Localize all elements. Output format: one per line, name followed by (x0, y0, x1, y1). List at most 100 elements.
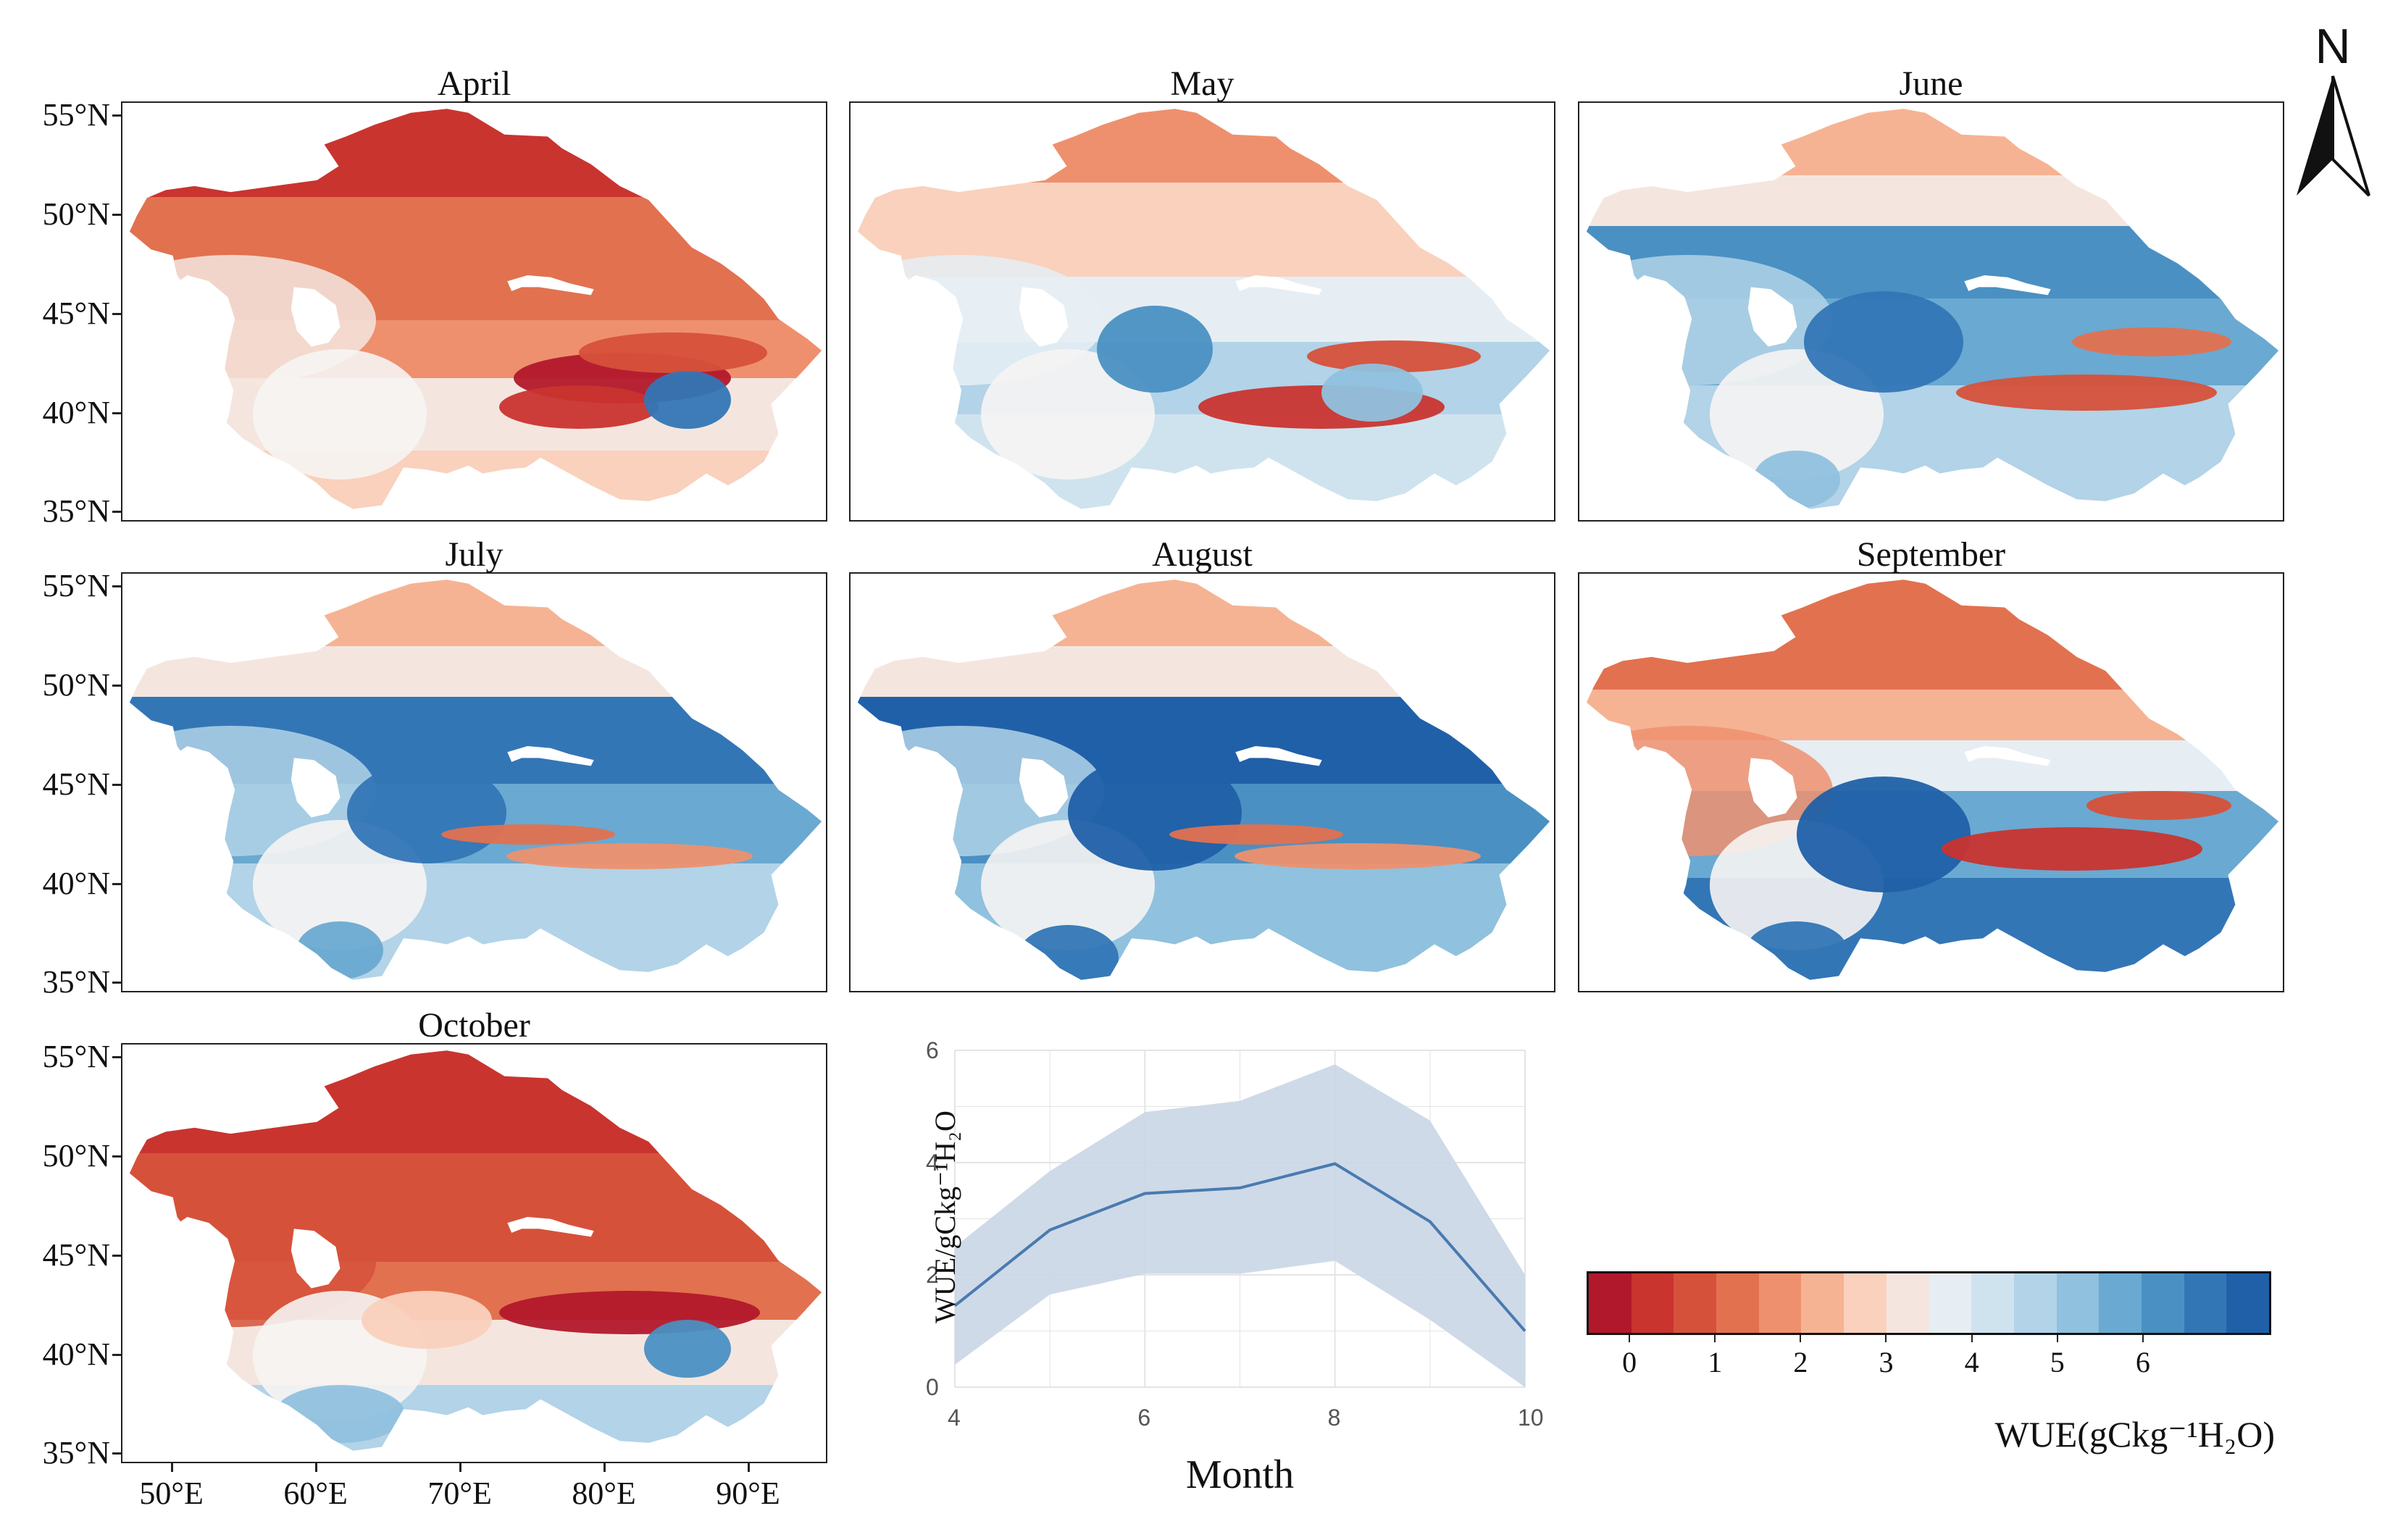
longitude-tick (314, 1463, 317, 1472)
colorbar-tick-label: 5 (2050, 1346, 2065, 1378)
latitude-tick (112, 1452, 121, 1455)
latitude-label: 45°N (42, 295, 110, 331)
x-tick-label: 6 (1137, 1405, 1151, 1431)
wue-map-july (129, 579, 822, 980)
latitude-label: 45°N (42, 766, 110, 802)
latitude-tick (112, 1254, 121, 1257)
colorbar-tick (2056, 1335, 2058, 1342)
panel-title: September (1856, 535, 2006, 574)
panel-title: May (1170, 64, 1234, 103)
panel-title: July (445, 535, 504, 574)
latitude-tick (112, 882, 121, 885)
colorbar-swatch (1929, 1273, 1972, 1333)
longitude-label: 50°E (139, 1476, 204, 1511)
map-panel-april (121, 101, 827, 522)
latitude-label: 45°N (42, 1236, 110, 1273)
colorbar-tick-label: 2 (1793, 1346, 1808, 1378)
latitude-label: 35°N (42, 964, 110, 1000)
longitude-label: 90°E (716, 1476, 780, 1511)
colorbar-swatch (1801, 1273, 1845, 1333)
colorbar-swatch (2141, 1273, 2184, 1333)
panel-title: June (1899, 64, 1963, 103)
latitude-tick (112, 213, 121, 216)
panel-title: October (418, 1006, 530, 1045)
x-tick-label: 8 (1327, 1405, 1341, 1431)
map-panel-july (121, 572, 827, 992)
latitude-tick (112, 511, 121, 514)
latitude-tick (112, 411, 121, 414)
panel-title: April (437, 64, 511, 103)
north-arrow-icon (2297, 75, 2370, 197)
longitude-tick (459, 1463, 461, 1472)
colorbar-tick (1800, 1335, 1802, 1342)
y-tick-label: 4 (926, 1150, 939, 1176)
latitude-tick (112, 1353, 121, 1356)
colorbar-swatch (2056, 1273, 2100, 1333)
colorbar-swatch (1674, 1273, 1717, 1333)
map-panel-august (849, 572, 1555, 992)
panel-title: August (1152, 535, 1253, 574)
colorbar-tick (1629, 1335, 1631, 1342)
longitude-tick (603, 1463, 606, 1472)
colorbar-tick (1714, 1335, 1716, 1342)
latitude-label: 50°N (42, 1137, 110, 1173)
latitude-label: 40°N (42, 1336, 110, 1372)
latitude-tick (112, 312, 121, 315)
colorbar-strip (1587, 1271, 2271, 1335)
y-axis-title: WUE/gCkg⁻¹H₂O (929, 1110, 961, 1323)
map-panel-october (121, 1043, 827, 1463)
colorbar-swatch (1886, 1273, 1929, 1333)
latitude-label: 40°N (42, 865, 110, 901)
map-panel-june (1578, 101, 2284, 522)
x-tick-label: 10 (1518, 1405, 1544, 1431)
colorbar-tick-label: 1 (1708, 1346, 1723, 1378)
x-tick-label: 4 (948, 1405, 961, 1431)
wue-map-june (1586, 109, 2279, 509)
colorbar-label: WUE(gCkg⁻¹H₂O) (1994, 1414, 2275, 1455)
confidence-band (955, 1064, 1525, 1387)
wue-map-october (129, 1050, 822, 1451)
colorbar-swatch (1631, 1273, 1674, 1333)
latitude-tick (112, 114, 121, 117)
y-tick-label: 2 (926, 1262, 939, 1288)
colorbar-tick-label: 4 (1964, 1346, 1979, 1378)
longitude-tick (170, 1463, 173, 1472)
colorbar-tick (1971, 1335, 1973, 1342)
longitude-tick (747, 1463, 750, 1472)
colorbar-swatch (1716, 1273, 1759, 1333)
latitude-label: 55°N (42, 97, 110, 133)
latitude-tick (112, 585, 121, 588)
latitude-label: 35°N (42, 493, 110, 530)
colorbar-swatch (2013, 1273, 2057, 1333)
colorbar-swatch (1971, 1273, 2014, 1333)
y-tick-label: 0 (926, 1374, 939, 1400)
longitude-label: 70°E (427, 1476, 492, 1511)
colorbar-swatch (1844, 1273, 1887, 1333)
latitude-label: 50°N (42, 196, 110, 232)
colorbar-tick-label: 0 (1622, 1346, 1637, 1378)
longitude-label: 60°E (283, 1476, 348, 1511)
latitude-tick (112, 783, 121, 786)
latitude-label: 35°N (42, 1435, 110, 1471)
colorbar-swatch (2099, 1273, 2142, 1333)
wue-map-april (129, 109, 822, 509)
latitude-label: 40°N (42, 394, 110, 430)
north-label: N (2315, 19, 2351, 74)
latitude-label: 50°N (42, 666, 110, 703)
latitude-label: 55°N (42, 568, 110, 604)
colorbar-swatch (1589, 1273, 1632, 1333)
colorbar-tick-label: 6 (2135, 1346, 2150, 1378)
wue-map-september (1586, 579, 2279, 980)
y-tick-label: 6 (926, 1037, 939, 1063)
colorbar-swatch (2184, 1273, 2227, 1333)
latitude-tick (112, 982, 121, 984)
latitude-tick (112, 684, 121, 687)
x-axis-title: Month (1185, 1452, 1295, 1497)
longitude-label: 80°E (572, 1476, 636, 1511)
colorbar-tick (2142, 1335, 2144, 1342)
map-panel-may (849, 101, 1555, 522)
colorbar-tick-label: 3 (1879, 1346, 1894, 1378)
latitude-tick (112, 1155, 121, 1158)
wue-map-august (857, 579, 1550, 980)
